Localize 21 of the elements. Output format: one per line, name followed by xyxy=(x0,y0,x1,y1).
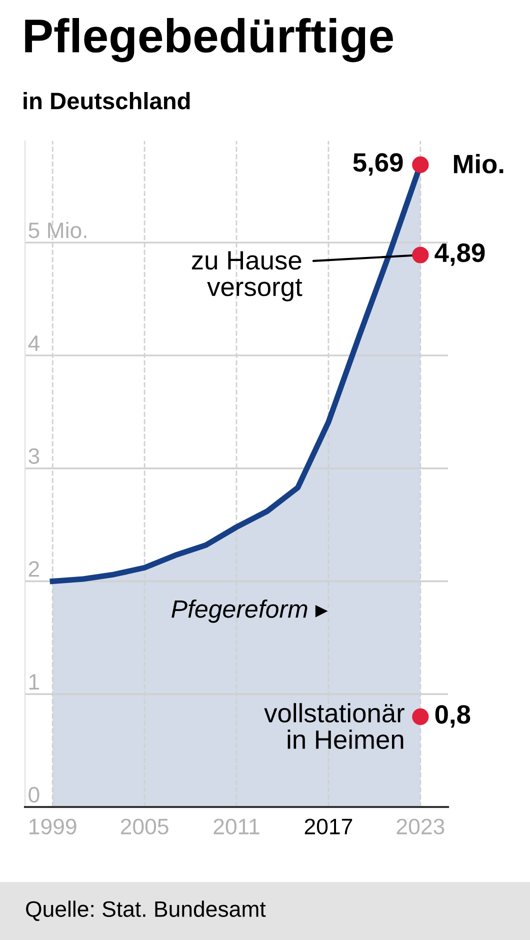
y-tick-label: 3 xyxy=(28,448,40,464)
y-tick-label: 2 xyxy=(28,561,40,577)
source-note: Quelle: Stat. Bundesamt xyxy=(26,900,266,921)
y-tick-label: 5 Mio. xyxy=(28,222,86,238)
data-label: 5,69 xyxy=(353,153,403,176)
x-tick-label: 2023 xyxy=(396,818,444,834)
y-tick-label: 1 xyxy=(29,674,40,690)
data-label: 0,8 xyxy=(435,705,470,728)
x-tick-label: 2005 xyxy=(120,818,168,834)
y-tick-label: 4 xyxy=(28,336,40,351)
annotation: vollstationär in Heimen xyxy=(264,703,404,749)
annotation: zu Hause versorgt xyxy=(192,251,302,302)
data-label: 4,89 xyxy=(434,243,485,266)
x-tick-label: 2011 xyxy=(214,818,260,834)
x-tick-label: 1999 xyxy=(30,818,76,834)
text: Mio. xyxy=(454,154,504,174)
annotation: Pfegereform ▸ xyxy=(172,600,328,623)
x-tick-label: 2017 xyxy=(304,818,352,834)
y-tick-label: 0 xyxy=(28,786,40,803)
chart-title: Pflegebedürftige xyxy=(25,18,393,62)
chart-subtitle: in Deutschland xyxy=(24,92,190,110)
